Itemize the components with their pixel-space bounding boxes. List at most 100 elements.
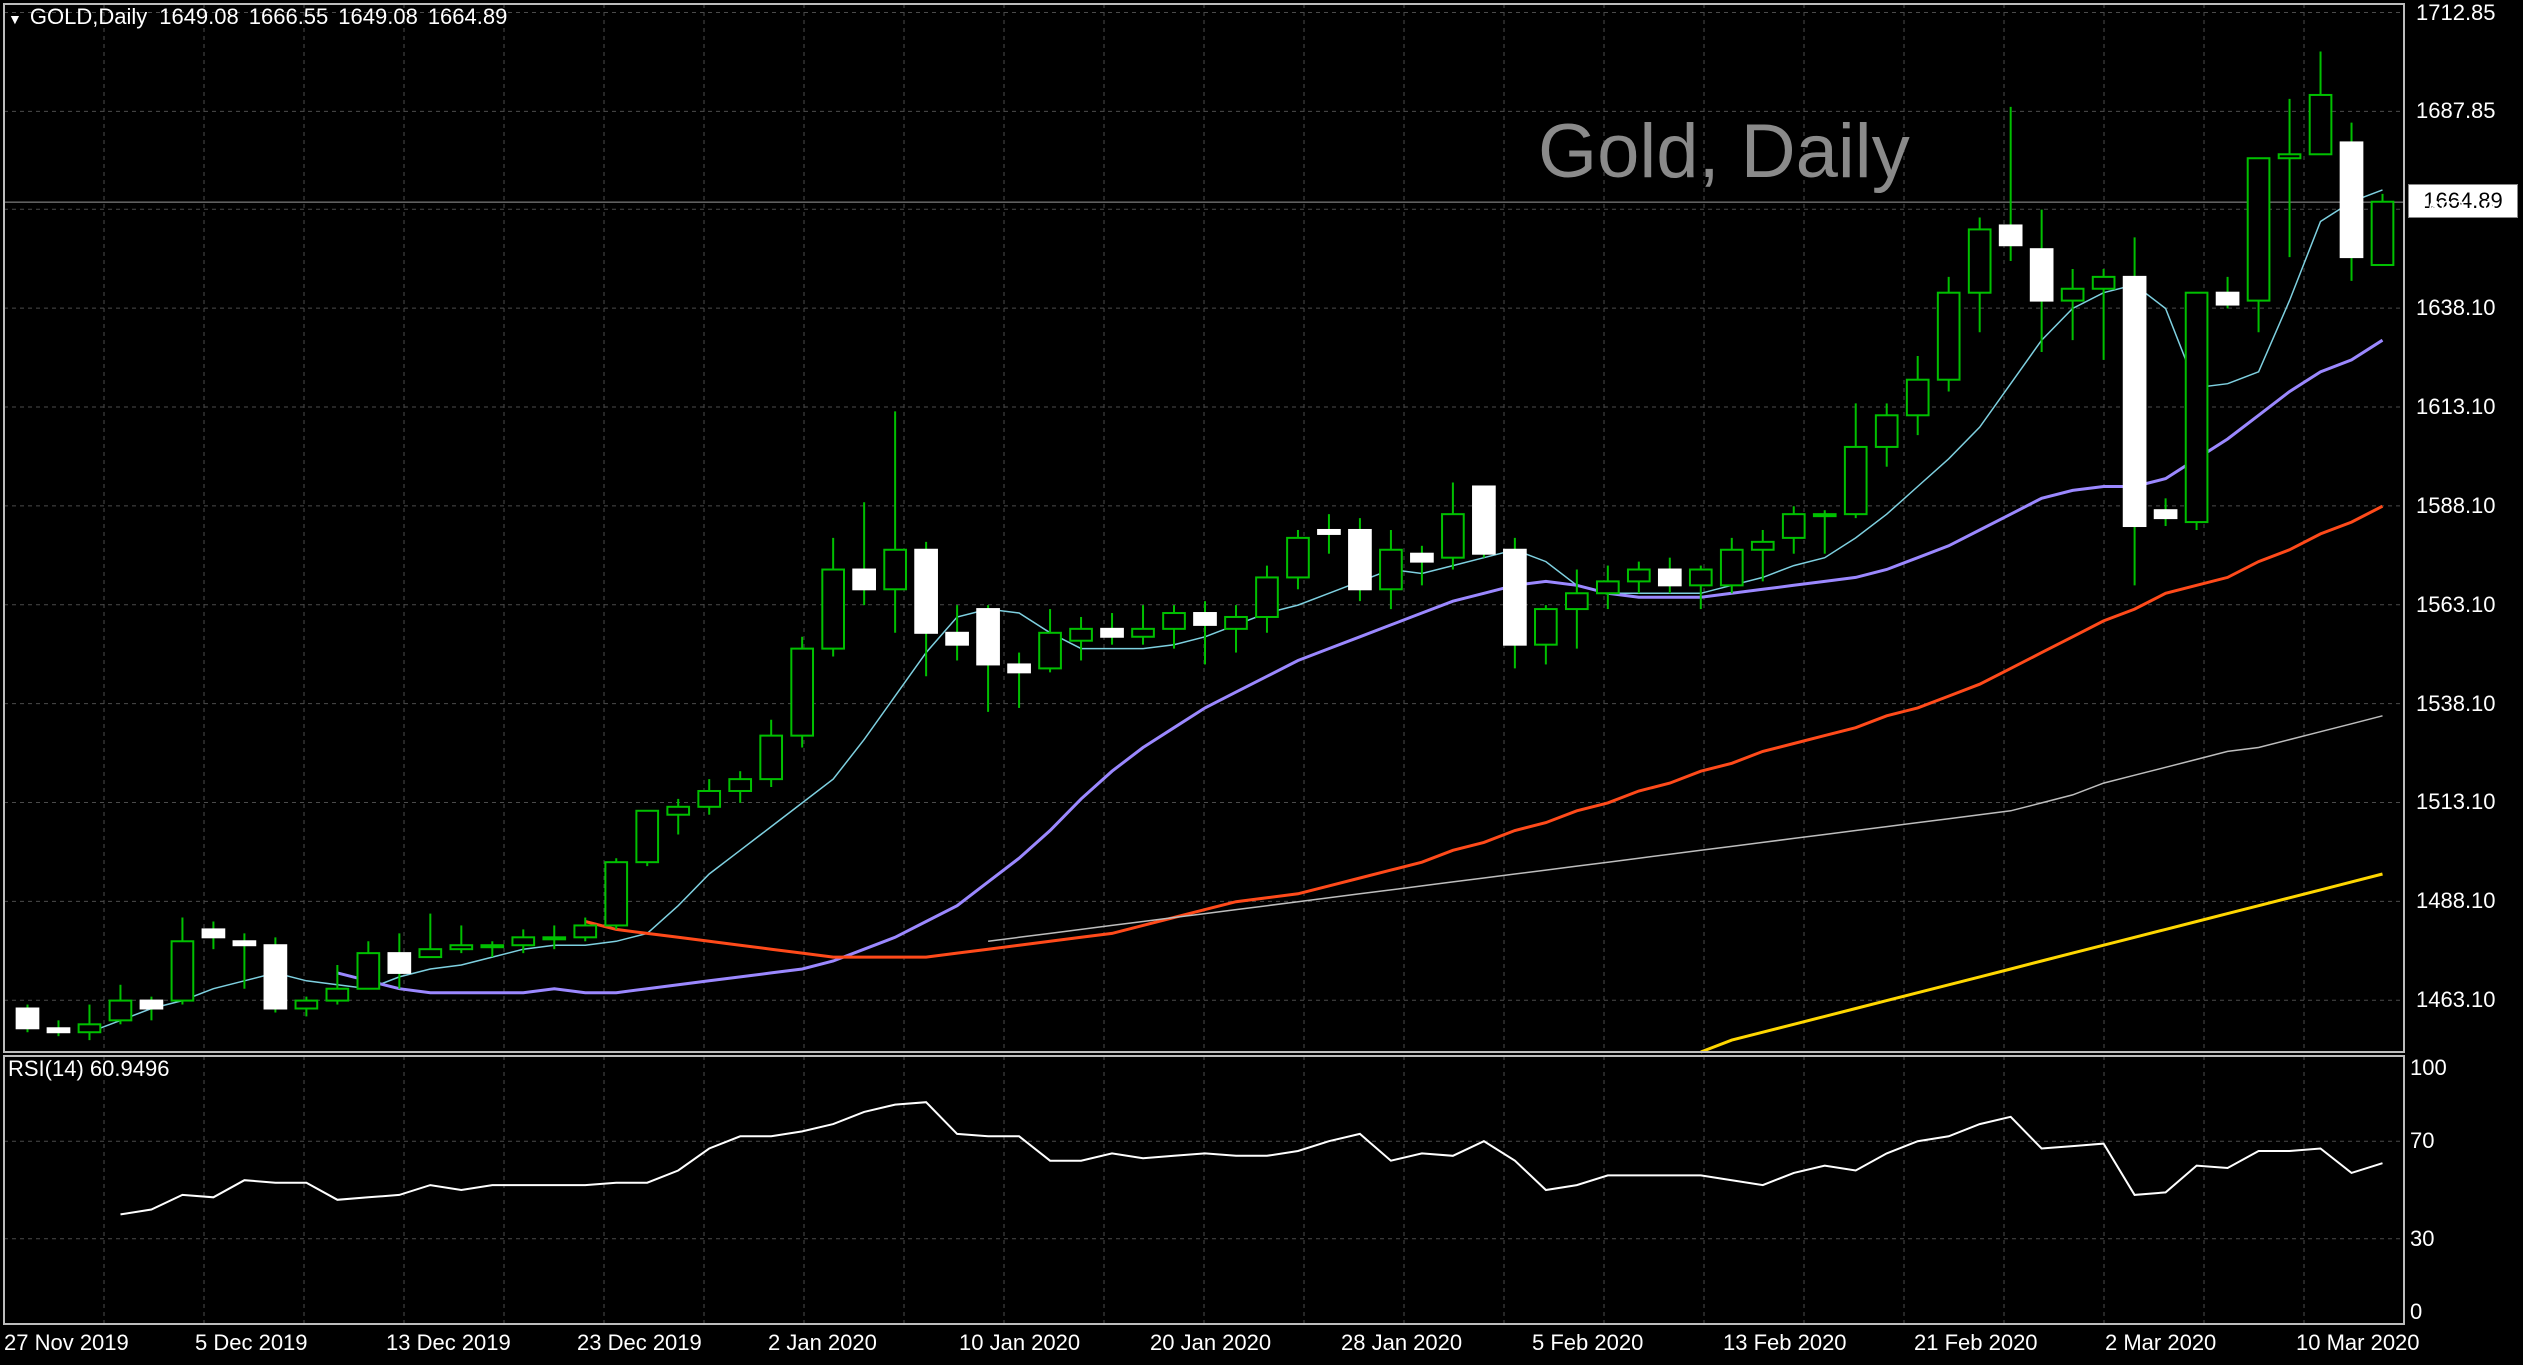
candle-body bbox=[2184, 291, 2209, 524]
close-value: 1664.89 bbox=[427, 4, 508, 29]
last-price-tag: 1664.89 bbox=[2408, 184, 2518, 218]
moving-average-line bbox=[988, 715, 2383, 943]
candle-body bbox=[1348, 528, 1372, 591]
candle-body bbox=[294, 999, 319, 1010]
candle-body bbox=[2153, 509, 2178, 520]
dropdown-triangle-icon[interactable]: ▼ bbox=[8, 11, 22, 27]
date-tick-label: 10 Jan 2020 bbox=[959, 1330, 1081, 1355]
candle-body bbox=[1564, 592, 1589, 611]
rsi-tick-label: 70 bbox=[2410, 1128, 2435, 1154]
candle-body bbox=[1317, 528, 1341, 535]
chart-watermark: Gold, Daily bbox=[1538, 109, 1910, 194]
candle-body bbox=[1595, 580, 1620, 595]
rsi-line bbox=[120, 1101, 2383, 1216]
candle-body bbox=[1967, 228, 1992, 294]
open-value: 1649.08 bbox=[159, 4, 239, 29]
price-tick-label: 1563.10 bbox=[2416, 591, 2496, 617]
date-tick-label: 2 Mar 2020 bbox=[2105, 1330, 2217, 1355]
candle-body bbox=[2277, 153, 2302, 160]
candle-body bbox=[232, 940, 257, 947]
candle-body bbox=[1007, 663, 1031, 674]
chart-frame bbox=[3, 3, 2405, 1325]
candle-body bbox=[914, 548, 938, 634]
date-tick-label: 13 Dec 2019 bbox=[386, 1330, 511, 1355]
candle-body bbox=[1193, 612, 1217, 626]
candle-body bbox=[2370, 200, 2395, 267]
candle-body bbox=[1626, 568, 1651, 583]
price-tick-label: 1488.10 bbox=[2416, 888, 2496, 914]
moving-average-line bbox=[584, 504, 2384, 959]
candle-body bbox=[418, 948, 443, 959]
candle-body bbox=[2122, 275, 2147, 528]
candle-body bbox=[1038, 631, 1062, 670]
rsi-plot bbox=[120, 1101, 2383, 1216]
rsi-label: RSI(14) 60.9496 bbox=[8, 1056, 170, 1081]
high-value: 1666.55 bbox=[248, 4, 329, 29]
candle-body bbox=[2246, 157, 2271, 302]
candle-body bbox=[666, 805, 691, 816]
candle-body bbox=[2308, 93, 2333, 156]
candle-body bbox=[1750, 540, 1775, 551]
date-tick-label: 2 Jan 2020 bbox=[768, 1330, 877, 1355]
symbol-label: GOLD,Daily bbox=[29, 4, 148, 29]
price-tick-label: 1538.10 bbox=[2416, 690, 2496, 716]
rsi-tick-label: 0 bbox=[2410, 1299, 2423, 1324]
candle-body bbox=[852, 568, 876, 591]
candle-body bbox=[1812, 513, 1837, 518]
date-tick-label: 13 Feb 2020 bbox=[1723, 1330, 1847, 1355]
candle-body bbox=[1998, 224, 2023, 247]
candle-body bbox=[2060, 287, 2085, 302]
moving-average-line bbox=[1700, 872, 2383, 1054]
price-tick-label: 1588.10 bbox=[2416, 492, 2496, 518]
candle-body bbox=[759, 734, 784, 781]
candle-body bbox=[1874, 414, 1899, 448]
candle-body bbox=[1100, 627, 1124, 638]
candle-body bbox=[1255, 576, 1279, 618]
candle-body bbox=[325, 987, 350, 1002]
candle-body bbox=[790, 647, 815, 737]
chart-header: ▼ GOLD,Daily 1649.08 1666.55 1649.08 1664.89 bbox=[8, 4, 517, 30]
date-tick-label: 28 Jan 2020 bbox=[1341, 1330, 1463, 1355]
candle-body bbox=[2215, 291, 2240, 306]
candle-body bbox=[387, 952, 412, 974]
candle-body bbox=[1286, 536, 1310, 579]
candle-body bbox=[1162, 612, 1186, 630]
candle-body bbox=[1069, 627, 1093, 642]
candle-body bbox=[46, 1027, 71, 1034]
candle-body bbox=[635, 809, 660, 864]
candle-body bbox=[1472, 485, 1496, 555]
candle-body bbox=[201, 928, 226, 939]
candle-body bbox=[1936, 291, 1961, 381]
candle-body bbox=[108, 999, 133, 1022]
candle-body bbox=[976, 608, 1000, 666]
date-tick-label: 5 Feb 2020 bbox=[1532, 1330, 1644, 1355]
candle-body bbox=[263, 944, 288, 1010]
candle-body bbox=[1379, 548, 1403, 591]
candle-body bbox=[1781, 513, 1806, 539]
rsi-tick-label: 30 bbox=[2410, 1225, 2435, 1251]
price-tick-label: 1663.10 bbox=[2416, 196, 2496, 222]
candle-body bbox=[449, 944, 474, 951]
date-tick-label: 27 Nov 2019 bbox=[4, 1330, 129, 1355]
price-tick-label: 1463.10 bbox=[2416, 987, 2496, 1013]
date-tick-label: 10 Mar 2020 bbox=[2296, 1330, 2420, 1355]
candles bbox=[15, 51, 2395, 1041]
candle-body bbox=[77, 1023, 102, 1034]
candle-body bbox=[542, 936, 567, 941]
low-value: 1649.08 bbox=[338, 4, 418, 29]
candle-body bbox=[573, 924, 598, 939]
candle-body bbox=[2029, 248, 2054, 302]
date-tick-label: 20 Jan 2020 bbox=[1150, 1330, 1272, 1355]
candle-body bbox=[1843, 445, 1868, 516]
price-tick-label: 1687.85 bbox=[2416, 98, 2496, 124]
price-pane-border bbox=[3, 3, 2405, 1053]
price-tick-label: 1638.10 bbox=[2416, 295, 2496, 321]
candle-body bbox=[604, 861, 629, 927]
candle-body bbox=[170, 940, 195, 1002]
candle-body bbox=[139, 999, 164, 1010]
candle-body bbox=[883, 548, 907, 591]
price-tick-label: 1712.85 bbox=[2416, 0, 2496, 25]
candle-body bbox=[1410, 552, 1434, 563]
date-tick-label: 21 Feb 2020 bbox=[1914, 1330, 2038, 1355]
